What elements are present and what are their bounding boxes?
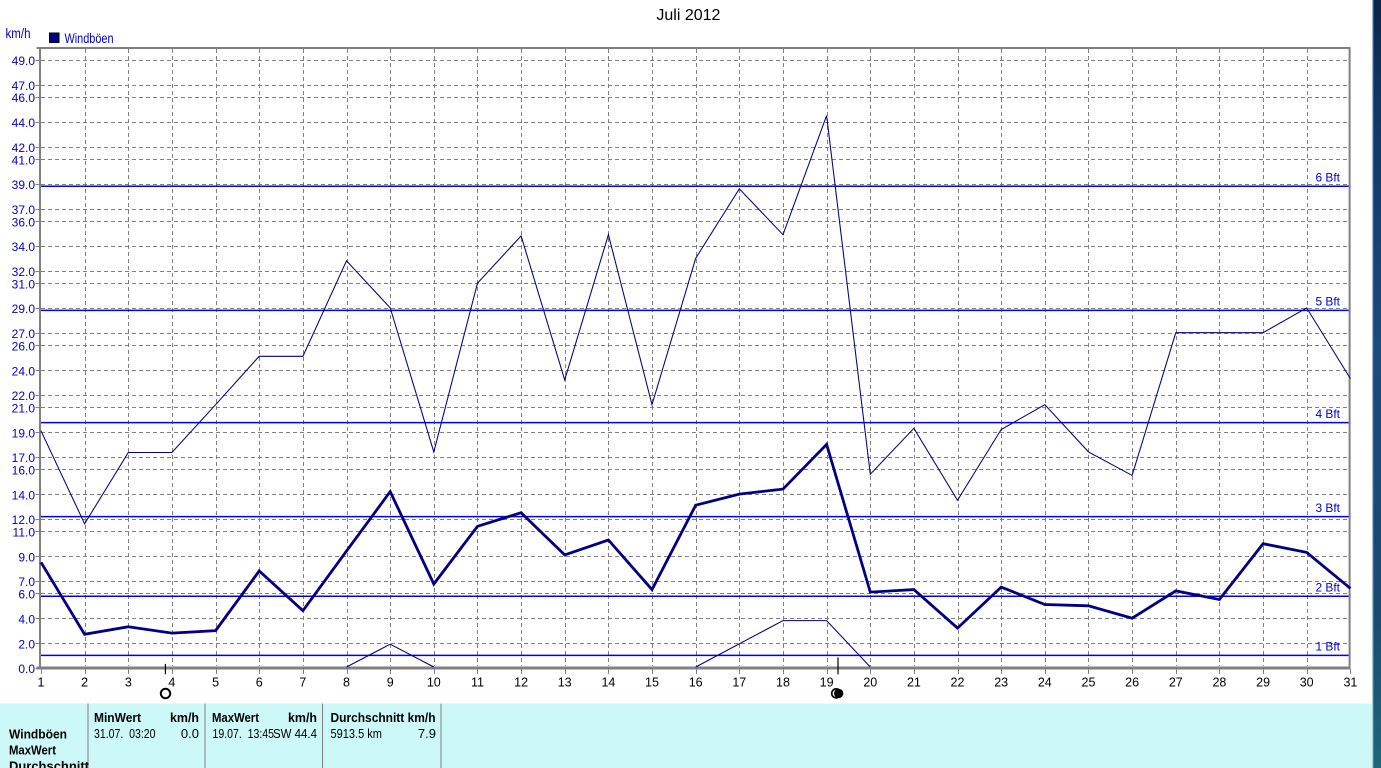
svg-text:1: 1 [38,676,45,690]
svg-text:Durchschnitt: Durchschnitt [9,759,90,768]
svg-text:2.0: 2.0 [18,637,35,651]
svg-text:5 Bft: 5 Bft [1316,295,1341,309]
svg-text:8: 8 [343,676,350,690]
svg-text:19.0: 19.0 [12,426,36,440]
svg-text:SW 44.4: SW 44.4 [273,726,317,741]
svg-text:16.0: 16.0 [12,464,36,478]
svg-text:20: 20 [863,676,877,690]
svg-text:28: 28 [1212,676,1226,690]
svg-text:22: 22 [951,676,965,690]
svg-text:14.0: 14.0 [12,488,36,502]
svg-text:39.0: 39.0 [12,178,36,192]
svg-text:41.0: 41.0 [12,153,36,167]
svg-text:31.0: 31.0 [12,277,36,291]
svg-text:19.07. 13:45: 19.07. 13:45 [213,726,275,741]
svg-text:12: 12 [514,676,528,690]
svg-text:7.9: 7.9 [418,726,436,741]
svg-text:24: 24 [1038,676,1052,690]
svg-text:Durchschnitt km/h: Durchschnitt km/h [331,710,436,725]
svg-text:24.0: 24.0 [12,364,36,378]
svg-text:18: 18 [776,676,790,690]
svg-text:6: 6 [256,676,263,690]
svg-text:MaxWert: MaxWert [9,743,57,758]
svg-text:Windböen: Windböen [65,31,114,46]
svg-text:23: 23 [994,676,1008,690]
svg-text:27.0: 27.0 [12,327,36,341]
svg-text:16: 16 [689,676,703,690]
svg-text:21: 21 [907,676,921,690]
svg-text:17: 17 [732,676,746,690]
svg-text:4 Bft: 4 Bft [1316,407,1341,421]
svg-text:11.0: 11.0 [13,526,36,540]
svg-text:29: 29 [1256,676,1270,690]
svg-text:32.0: 32.0 [12,265,36,279]
svg-text:22.0: 22.0 [12,389,36,403]
svg-text:34.0: 34.0 [12,240,36,254]
svg-text:2 Bft: 2 Bft [1316,581,1341,595]
svg-text:31.07. 03:20: 31.07. 03:20 [94,726,156,741]
svg-text:MinWert: MinWert [94,710,142,725]
svg-text:11: 11 [471,676,484,690]
svg-text:47.0: 47.0 [12,79,36,93]
svg-text:4.0: 4.0 [18,613,35,627]
svg-text:49.0: 49.0 [12,54,36,68]
svg-text:5913.5 km: 5913.5 km [331,726,383,741]
svg-text:1 Bft: 1 Bft [1316,640,1341,654]
svg-text:46.0: 46.0 [12,91,36,105]
svg-text:km/h: km/h [6,26,31,41]
svg-text:21.0: 21.0 [12,402,36,416]
svg-text:17.0: 17.0 [12,451,36,465]
svg-text:19: 19 [820,676,834,690]
svg-text:5: 5 [212,676,219,690]
svg-text:4: 4 [168,676,175,690]
svg-text:7: 7 [299,676,306,690]
svg-text:MaxWert: MaxWert [212,710,260,725]
svg-text:37.0: 37.0 [12,203,36,217]
svg-text:9.0: 9.0 [18,550,35,564]
svg-text:31: 31 [1343,676,1357,690]
svg-text:2: 2 [81,676,88,690]
svg-text:44.0: 44.0 [12,116,36,130]
svg-text:km/h: km/h [170,710,199,725]
svg-text:27: 27 [1169,676,1183,690]
svg-text:6 Bft: 6 Bft [1316,171,1341,185]
svg-text:25: 25 [1082,676,1096,690]
svg-text:13: 13 [558,676,572,690]
svg-text:14: 14 [601,676,615,690]
svg-text:30: 30 [1300,676,1314,690]
svg-text:6.0: 6.0 [18,588,35,602]
svg-text:Juli 2012: Juli 2012 [656,7,720,24]
svg-text:3 Bft: 3 Bft [1316,501,1341,515]
svg-text:Windböen: Windböen [9,727,67,742]
svg-text:36.0: 36.0 [12,215,36,229]
svg-text:26: 26 [1125,676,1139,690]
svg-text:9: 9 [387,676,394,690]
svg-text:29.0: 29.0 [12,302,36,316]
svg-text:0.0: 0.0 [18,662,35,676]
svg-text:7.0: 7.0 [18,575,35,589]
svg-text:10: 10 [427,676,441,690]
svg-text:26.0: 26.0 [12,339,36,353]
svg-text:3: 3 [125,676,132,690]
svg-text:12.0: 12.0 [12,513,36,527]
svg-text:0.0: 0.0 [181,726,199,741]
svg-text:km/h: km/h [288,710,317,725]
svg-text:42.0: 42.0 [12,141,36,155]
svg-text:15: 15 [645,676,659,690]
